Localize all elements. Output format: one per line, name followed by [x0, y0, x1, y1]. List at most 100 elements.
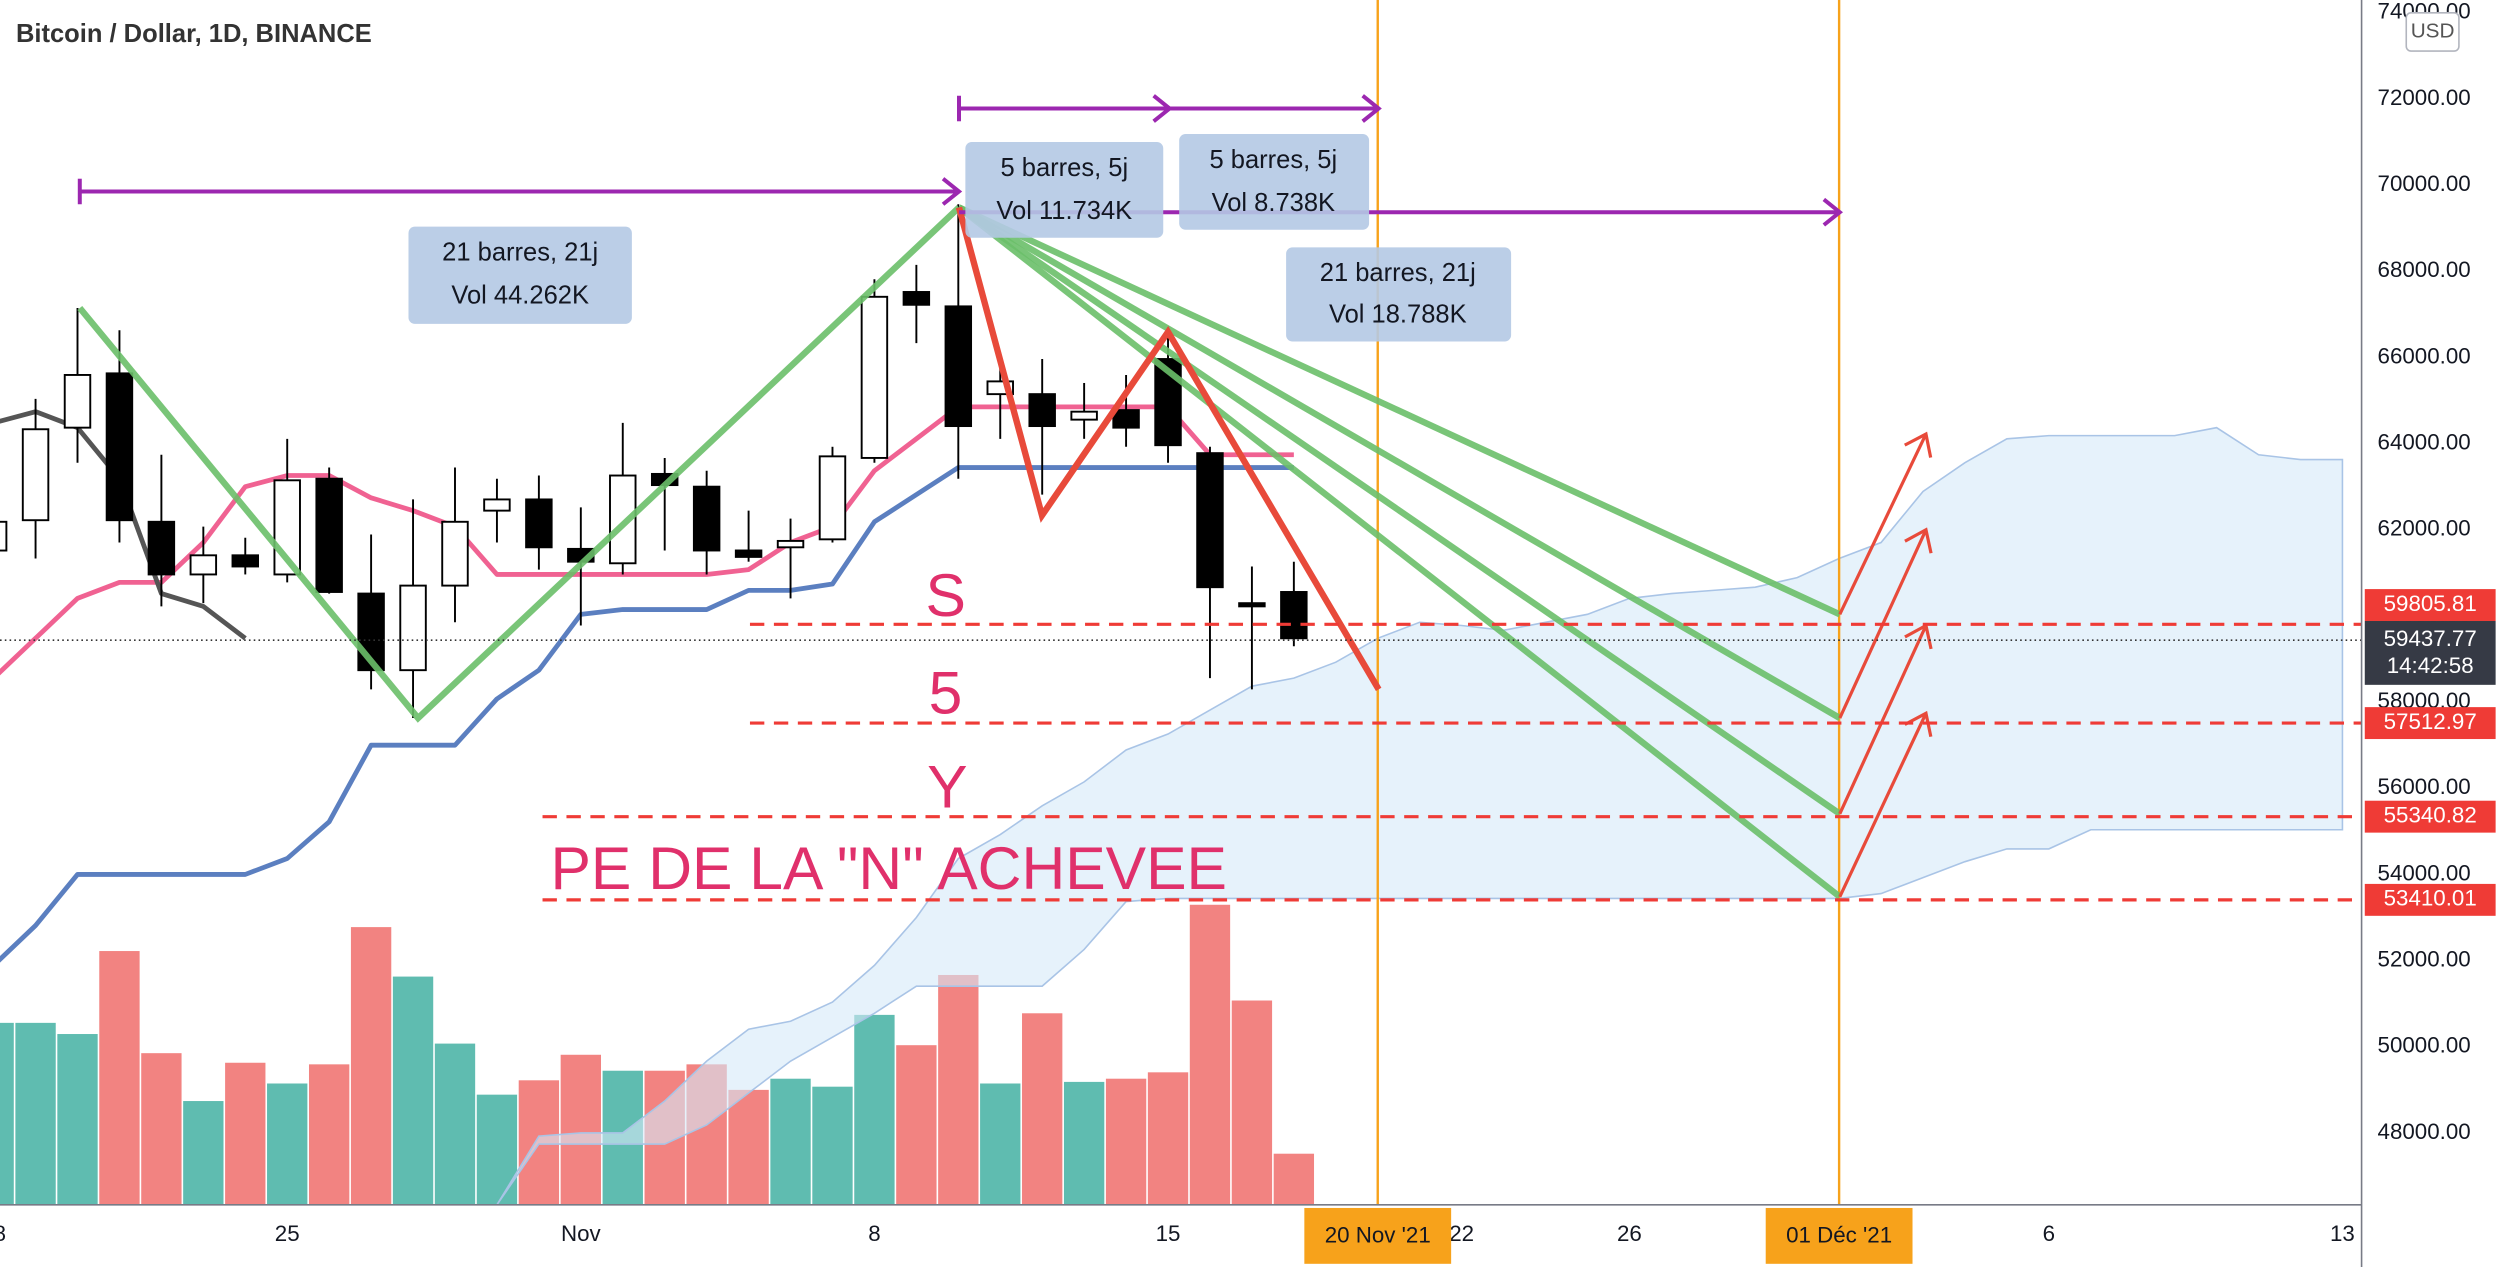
- candle-body: [189, 554, 218, 576]
- measure-box: [965, 142, 1164, 238]
- x-tick-label: 18: [0, 1221, 6, 1246]
- candle-body: [147, 520, 176, 576]
- indicator-line: [0, 404, 1294, 676]
- candles: [0, 204, 1308, 719]
- candle-body: [944, 305, 973, 428]
- y-tick-label: 54000.00: [2378, 860, 2471, 885]
- candle-body: [399, 584, 427, 672]
- candle-body: [1280, 591, 1308, 640]
- chart-title: Bitcoin / Dollar, 1D, BINANCE: [16, 20, 372, 48]
- candle-body: [1070, 410, 1098, 421]
- level-label-box: [2364, 707, 2496, 740]
- volume-bar: [308, 1064, 350, 1205]
- last-price-box: [2364, 621, 2496, 685]
- measure-volume: Vol 11.734K: [996, 197, 1132, 225]
- y-tick-label: 66000.00: [2378, 343, 2471, 368]
- x-tick-label: 6: [2043, 1221, 2055, 1246]
- candle-body: [315, 477, 343, 593]
- green-fan-line: [957, 204, 1842, 721]
- currency-badge[interactable]: [2405, 11, 2460, 52]
- x-tick-label: 13: [2330, 1221, 2355, 1246]
- date-label: 01 Déc '21: [1786, 1223, 1892, 1248]
- x-tick-label: 22: [1449, 1221, 1474, 1246]
- x-tick-label: 26: [1617, 1221, 1642, 1246]
- date-label-box: [1304, 1207, 1452, 1264]
- countdown-label: 14:42:58: [2387, 653, 2474, 678]
- price-levels: [0, 622, 2362, 902]
- volume-bar: [392, 976, 434, 1205]
- x-tick-label: 15: [1156, 1221, 1181, 1246]
- green-fan-line: [957, 204, 1842, 900]
- candle-body: [860, 295, 889, 459]
- level-label-box: [2364, 589, 2496, 622]
- volume-bar: [183, 1101, 224, 1205]
- y-tick-label: 72000.00: [2378, 85, 2471, 110]
- measure-volume: Vol 8.738K: [1212, 189, 1335, 217]
- volume-bar: [476, 1094, 518, 1205]
- candle-body: [0, 520, 8, 552]
- level-label: 57512.97: [2384, 709, 2477, 734]
- candle-body: [231, 554, 259, 568]
- date-label: 20 Nov '21: [1325, 1223, 1431, 1248]
- green-fan-line: [957, 204, 1842, 618]
- measure-box: [408, 226, 632, 324]
- y-tick-label: 52000.00: [2378, 947, 2471, 972]
- candle-body: [1238, 602, 1266, 608]
- volume-bar: [0, 1022, 14, 1205]
- level-label: 53410.01: [2384, 886, 2477, 911]
- red-arrow: [1838, 431, 1933, 616]
- candle-body: [1196, 452, 1224, 589]
- candle-body: [21, 428, 50, 522]
- measure-bars: 21 barres, 21j: [1320, 259, 1476, 287]
- candle-body: [357, 592, 385, 672]
- volume-bar: [854, 1014, 895, 1205]
- volume-bar: [1231, 1000, 1273, 1205]
- volume-bar: [1105, 1078, 1147, 1205]
- drawings: 21 barres, 21j Vol 44.262K 5 barres, 5j …: [77, 94, 1933, 902]
- volume-bar: [1063, 1081, 1105, 1205]
- x-tick-label: 8: [868, 1221, 880, 1246]
- y-tick-label: 64000.00: [2378, 430, 2471, 455]
- level-label-box: [2364, 883, 2496, 916]
- volume-bar: [1273, 1153, 1315, 1205]
- candle-body: [734, 549, 763, 558]
- candle-body: [902, 291, 931, 306]
- y-tick-label: 70000.00: [2378, 171, 2471, 196]
- y-tick-label: 68000.00: [2378, 257, 2471, 282]
- volume-bar: [812, 1086, 853, 1205]
- cloud-layer: [496, 426, 2344, 1205]
- volume-bar: [225, 1062, 266, 1205]
- annotation: S: [925, 561, 965, 629]
- currency-label[interactable]: USD: [2411, 19, 2455, 42]
- green-fan-line: [957, 204, 1842, 817]
- volume-bar: [728, 1089, 769, 1205]
- measure-box: [1286, 247, 1512, 342]
- volume-bar: [980, 1083, 1021, 1205]
- y-tick-label: 50000.00: [2378, 1033, 2471, 1058]
- volume-bar: [896, 1045, 937, 1205]
- volume-bar: [99, 951, 140, 1205]
- candle-body: [105, 372, 134, 522]
- volume-bar: [15, 1022, 56, 1205]
- annotation: 5: [929, 658, 963, 726]
- candle-body: [818, 455, 847, 541]
- volume-pane: [0, 904, 1315, 1205]
- volume-bar: [938, 974, 979, 1205]
- volume-bar: [1189, 904, 1231, 1205]
- candle-body: [692, 485, 721, 552]
- x-axis: 18 25 Nov 8 15 22 26 6 13: [0, 1221, 2355, 1246]
- volume-bar: [770, 1078, 811, 1205]
- date-label-box: [1765, 1207, 1913, 1264]
- candle-body: [441, 520, 469, 587]
- volume-bar: [1147, 1072, 1189, 1205]
- volume-bar: [560, 1054, 601, 1205]
- volume-bar: [267, 1083, 308, 1205]
- volume-bar: [57, 1034, 98, 1205]
- volume-bar: [434, 1043, 476, 1205]
- measure-bars: 5 barres, 5j: [1000, 154, 1128, 182]
- plot-area: 21 barres, 21j Vol 44.262K 5 barres, 5j …: [0, 0, 2362, 1205]
- candle-body: [776, 539, 805, 549]
- level-label: 55340.82: [2384, 803, 2477, 828]
